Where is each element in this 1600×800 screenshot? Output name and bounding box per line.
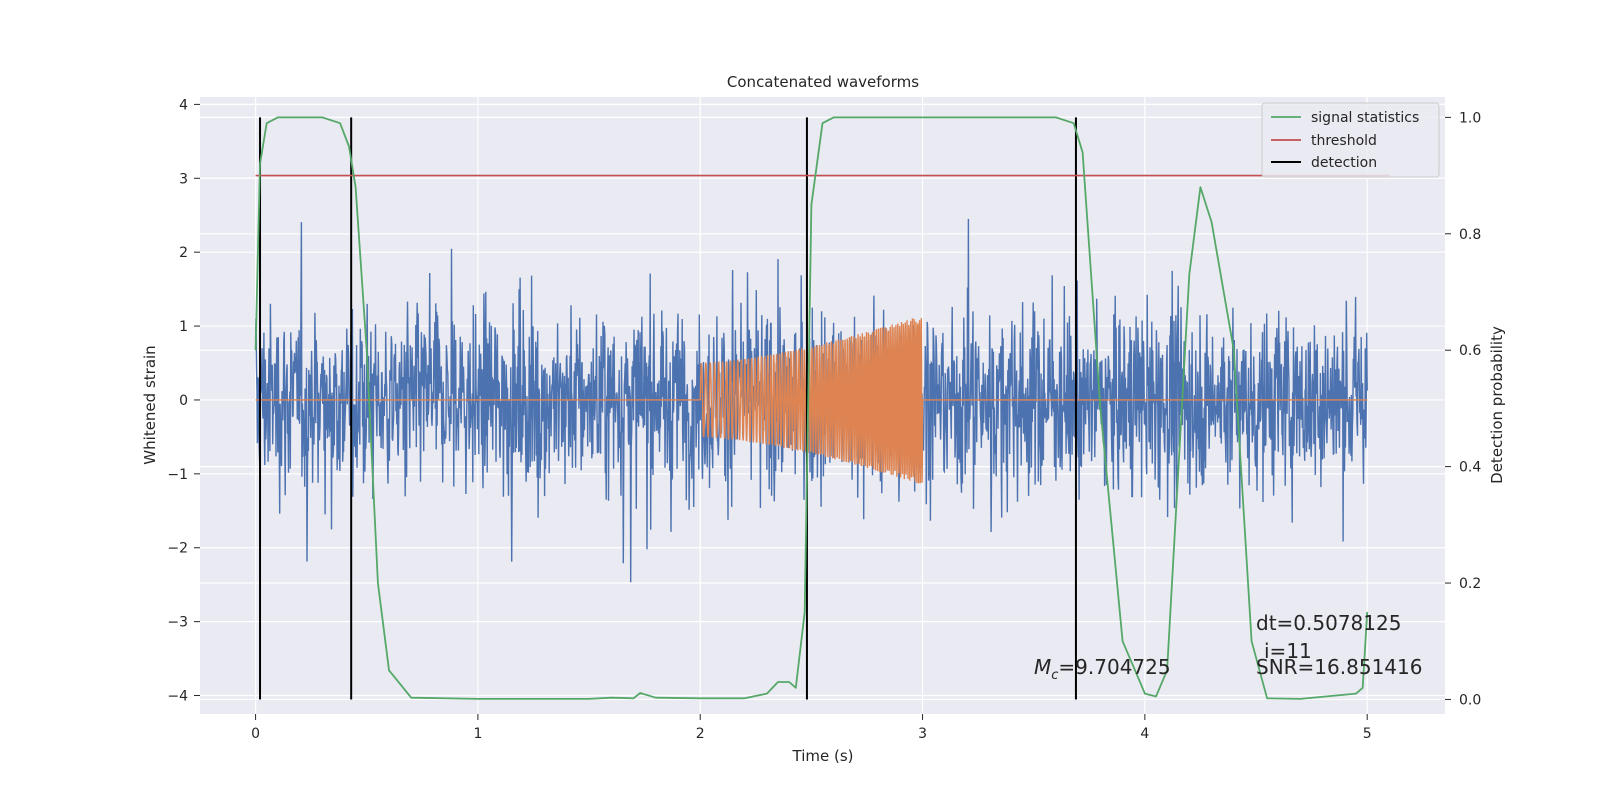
signal-statistics-line bbox=[254, 116, 1369, 700]
y2-tick-label: 0.8 bbox=[1459, 227, 1481, 243]
x-tick-label: 4 bbox=[1140, 726, 1149, 742]
mc-annotation: Mc=9.704725 bbox=[1034, 655, 1171, 683]
injection-series-line bbox=[255, 318, 1368, 484]
legend-label-detection: detection bbox=[1311, 155, 1377, 171]
mc-label: M bbox=[1034, 655, 1051, 679]
y-axis-label: Whitened strain bbox=[141, 345, 159, 464]
x-tick-label: 3 bbox=[918, 726, 927, 742]
legend-label-signal-statistics: signal statistics bbox=[1311, 110, 1419, 126]
legend-label-threshold: threshold bbox=[1311, 133, 1377, 149]
x-tick-label: 1 bbox=[473, 726, 482, 742]
y-tick-label: 0 bbox=[179, 393, 188, 409]
mc-value: =9.704725 bbox=[1058, 655, 1170, 679]
mc-subscript: c bbox=[1051, 668, 1058, 683]
ticks: 0 1 2 3 4 5 −4 −3 −2 −1 0 1 2 3 4 0.0 0.2 0.4 0.6 0.8 1.0 bbox=[167, 97, 1481, 742]
legend: signal statistics threshold detection bbox=[1261, 102, 1440, 178]
y-tick-label: −2 bbox=[167, 541, 188, 557]
x-tick-label: 2 bbox=[696, 726, 705, 742]
y2-tick-label: 0.2 bbox=[1459, 576, 1481, 592]
y-tick-label: −1 bbox=[167, 467, 188, 483]
y-tick-label: 4 bbox=[179, 97, 188, 113]
legend-box bbox=[1261, 102, 1440, 178]
snr-annotation: SNR=16.851416 bbox=[1256, 655, 1422, 679]
y2-tick-label: 0.6 bbox=[1459, 343, 1481, 359]
y-tick-label: 2 bbox=[179, 245, 188, 261]
x-tick-label: 0 bbox=[251, 726, 260, 742]
x-axis-label: Time (s) bbox=[792, 747, 854, 765]
annotations: Mc=9.704725 dt=0.5078125 i=11 SNR=16.851… bbox=[1034, 611, 1422, 683]
y-tick-label: 1 bbox=[179, 319, 188, 335]
y-tick-label: 3 bbox=[179, 171, 188, 187]
y2-tick-label: 0.4 bbox=[1459, 460, 1481, 476]
y-tick-label: −3 bbox=[167, 615, 188, 631]
dt-annotation: dt=0.5078125 bbox=[1256, 611, 1401, 635]
y-tick-label: −4 bbox=[167, 689, 188, 705]
series-layer bbox=[254, 116, 1390, 700]
y2-tick-label: 1.0 bbox=[1459, 110, 1481, 126]
chart-title: Concatenated waveforms bbox=[727, 73, 919, 91]
y2-tick-label: 0.0 bbox=[1459, 692, 1481, 708]
y2-axis-label: Detection probability bbox=[1488, 326, 1506, 484]
x-tick-label: 5 bbox=[1363, 726, 1372, 742]
i-annotation: i=11 bbox=[1264, 639, 1312, 663]
